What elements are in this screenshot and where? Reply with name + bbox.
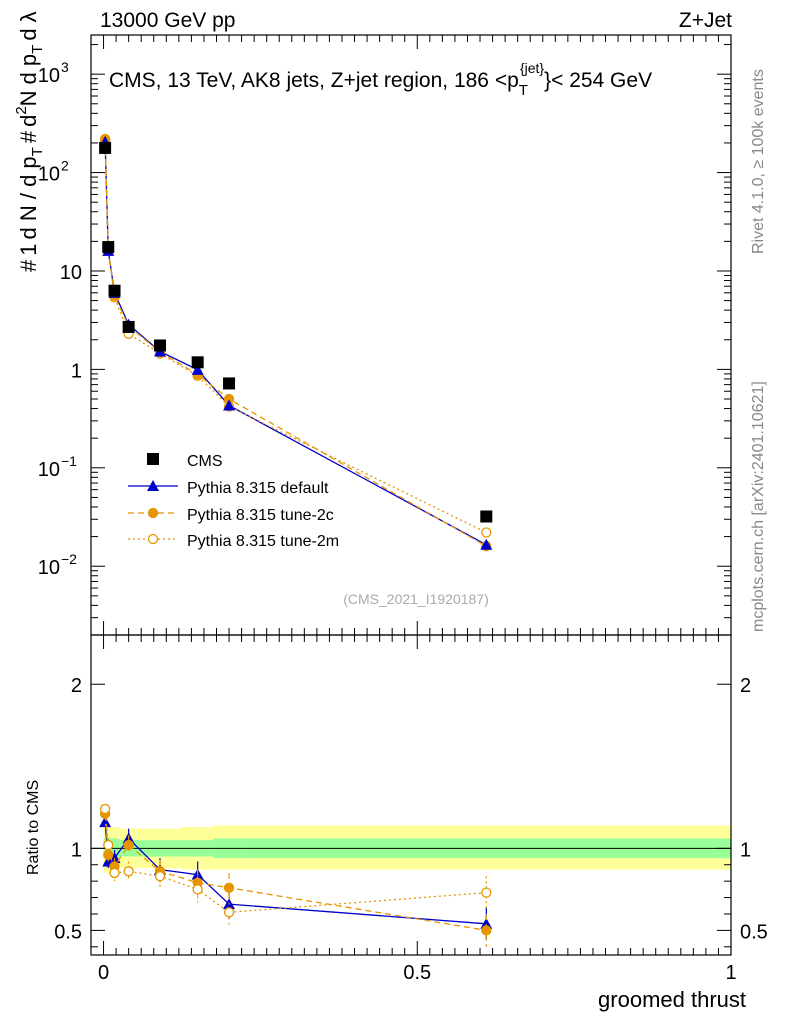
ylabel-part-4: # xyxy=(16,130,41,143)
main-y-tick-label: 10 xyxy=(38,459,60,481)
ratio-point-s3-7 xyxy=(481,887,492,898)
main-line-3 xyxy=(104,138,487,534)
ratio-point-s3-3 xyxy=(123,866,134,877)
energy-label: 13000 GeV pp xyxy=(100,9,235,32)
x-axis-label: groomed thrust xyxy=(598,987,746,1012)
ratio-axes: 0.5 0.51 12 20 0.5 1 xyxy=(54,635,768,984)
ratio-bands xyxy=(91,825,731,873)
legend-marker-2 xyxy=(147,507,159,519)
legend-label-0: CMS xyxy=(187,453,223,470)
ratio-y-tick-label-left: 1 xyxy=(71,839,82,861)
rivet-version-label: Rivet 4.1.0, ≥ 100k events xyxy=(750,69,767,254)
main-point-s0-0 xyxy=(99,141,112,154)
legend-marker-3 xyxy=(147,533,159,545)
main-point-s0-5 xyxy=(191,356,204,369)
ylabel-part-8: d p xyxy=(16,54,41,85)
ratio-series xyxy=(99,803,493,947)
legend-marker-1 xyxy=(147,480,159,491)
title-prefix: CMS, 13 TeV, AK8 jets, Z+jet region, 186… xyxy=(109,69,519,92)
main-y-axis-label: #1d N / d pT#d2Nd pTd λ xyxy=(13,11,46,272)
process-label: Z+Jet xyxy=(679,9,732,32)
main-y-tick-label: 10 xyxy=(38,65,60,87)
ylabel-part-3: T xyxy=(29,147,46,156)
main-y-tick-label: 10 xyxy=(60,262,82,284)
ratio-point-s1-0 xyxy=(99,816,112,828)
main-y-tick-exponent: 2 xyxy=(61,158,69,174)
plot-title: CMS, 13 TeV, AK8 jets, Z+jet region, 186… xyxy=(109,60,652,99)
main-point-s1-6 xyxy=(223,399,236,411)
ratio-point-s2-1 xyxy=(103,849,114,861)
main-y-tick-exponent: 3 xyxy=(61,59,69,75)
main-y-tick-exponent: −2 xyxy=(61,551,77,567)
ratio-y-tick-label-right: 0.5 xyxy=(740,921,768,943)
main-point-s0-3 xyxy=(122,320,135,333)
main-point-s1-5 xyxy=(191,363,204,375)
ratio-point-s1-7 xyxy=(480,917,493,929)
main-line-2 xyxy=(104,139,487,547)
ylabel-part-6: 2 xyxy=(13,106,30,114)
main-y-tick-label: 10 xyxy=(38,164,60,186)
ratio-point-s3-0 xyxy=(99,803,111,815)
ylabel-part-5: d xyxy=(16,115,41,127)
ratio-point-s3-1 xyxy=(103,839,114,851)
title-suffix: }< 254 GeV xyxy=(544,69,652,92)
main-point-s0-6 xyxy=(223,377,236,390)
main-point-s0-4 xyxy=(154,339,167,352)
legend-label-3: Pythia 8.315 tune-2m xyxy=(187,533,339,550)
main-point-s3-7 xyxy=(481,527,492,538)
main-point-s0-1 xyxy=(102,241,115,254)
x-tick-label: 0 xyxy=(98,962,109,984)
x-tick-label: 0.5 xyxy=(403,962,431,984)
main-point-s0-2 xyxy=(108,284,121,297)
ratio-point-s3-2 xyxy=(109,867,120,879)
ratio-point-s3-4 xyxy=(154,871,166,882)
ratio-plot-frame xyxy=(90,634,732,956)
main-y-axis-title: #1d N / d pT#d2Nd pTd λ xyxy=(13,11,46,272)
ratio-y-tick-label-left: 2 xyxy=(71,675,82,697)
ylabel-part-10: d λ xyxy=(16,11,41,40)
main-y-tick-exponent: −1 xyxy=(61,453,77,469)
ratio-panel: 0.5 0.51 12 20 0.5 1 Ratio to CMS xyxy=(25,634,768,984)
ylabel-part-9: T xyxy=(29,45,46,54)
ratio-y-tick-label-left: 0.5 xyxy=(54,921,82,943)
main-line-1 xyxy=(104,141,487,546)
main-point-s1-7 xyxy=(480,538,493,550)
ratio-y-tick-label-right: 2 xyxy=(740,675,751,697)
title-subscript: T xyxy=(519,82,528,99)
legend-label-1: Pythia 8.315 default xyxy=(187,480,329,497)
main-point-s0-7 xyxy=(480,510,493,523)
ylabel-part-7: N xyxy=(16,90,41,106)
main-series xyxy=(99,133,493,552)
ratio-point-s2-3 xyxy=(123,839,134,851)
ylabel-part-2: d N / d p xyxy=(16,156,41,239)
ratio-y-axis-label: Ratio to CMS xyxy=(25,780,42,875)
mcplots-label: mcplots.cern.ch [arXiv:2401.10621] xyxy=(750,381,767,632)
legend-label-2: Pythia 8.315 tune-2c xyxy=(187,507,334,524)
ratio-point-s3-6 xyxy=(223,907,235,918)
ratio-point-s3-5 xyxy=(192,884,203,895)
ratio-point-s2-6 xyxy=(223,882,235,893)
legend-marker-0 xyxy=(147,453,159,465)
ratio-y-tick-label-right: 1 xyxy=(740,839,751,861)
title-superscript: {jet} xyxy=(520,60,544,76)
x-tick-label: 1 xyxy=(725,962,736,984)
main-y-tick-label: 1 xyxy=(71,360,82,382)
main-y-tick-label: 10 xyxy=(38,557,60,579)
ylabel-part-1: 1 xyxy=(16,244,41,256)
legend: CMS Pythia 8.315 default Pythia 8.315 tune… xyxy=(128,453,339,550)
analysis-id-label: (CMS_2021_I1920187) xyxy=(343,591,489,607)
ylabel-part-0: # xyxy=(16,259,41,272)
ratio-point-s2-7 xyxy=(481,925,492,936)
